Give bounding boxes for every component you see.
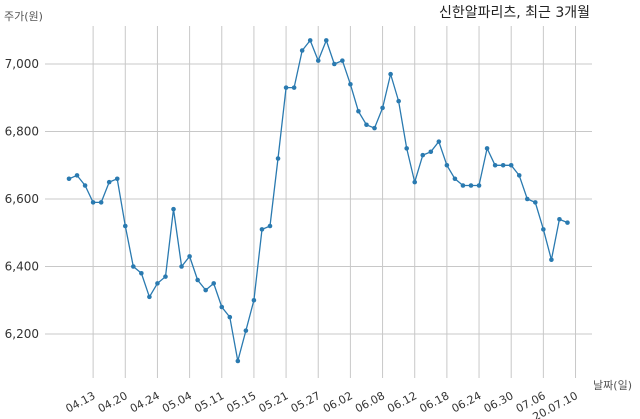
data-point [356,108,361,114]
data-point [412,179,418,185]
x-tick-label: 06.18 [417,389,451,415]
data-point [243,328,249,333]
x-tick-label: 04.13 [64,389,98,415]
data-point [332,61,337,67]
data-point [364,122,369,128]
x-tick-label: 05.15 [224,389,258,415]
data-point [163,274,168,279]
x-tick-labels: 04.1304.2004.2405.0405.1105.1505.2105.27… [64,389,580,419]
data-point [307,38,313,43]
data-point [516,173,522,178]
data-point [428,149,434,155]
data-point [82,183,88,188]
data-point [283,85,289,90]
data-point [291,85,297,90]
data-point [508,162,514,168]
data-point [122,223,128,229]
data-point [372,125,377,131]
data-point [444,162,450,168]
data-point [275,156,281,161]
data-point [235,358,241,364]
data-point [251,297,257,303]
data-point [106,179,112,185]
data-point [187,254,192,259]
data-point [524,196,530,202]
data-point [565,220,570,225]
data-point [147,294,152,300]
data-point [90,200,96,205]
grid-lines [45,26,592,378]
x-tick-label: 04.20 [96,389,130,415]
x-tick-label: 06.12 [385,389,419,415]
data-point [388,71,393,77]
data-point [484,146,490,151]
data-point [404,146,409,151]
y-tick-label: 7,000 [5,57,39,71]
data-point [114,176,120,182]
data-point [468,183,474,188]
x-tick-label: 05.04 [160,389,194,415]
x-tick-label: 05.21 [257,389,291,415]
y-tick-label: 6,400 [5,260,39,274]
data-point [219,304,225,310]
x-tick-label: 06.08 [353,389,387,415]
data-point [315,58,321,63]
data-point [436,139,442,144]
data-point [195,277,200,283]
x-axis-label: 날짜(일) [593,378,632,392]
data-point [155,281,160,286]
data-point [476,183,482,188]
data-point [420,152,426,158]
data-point [179,264,184,269]
data-point [452,176,458,182]
y-tick-labels: 6,200 6,400 6,600 6,800 7,000 [5,57,39,341]
data-point [299,48,305,53]
data-point [267,223,273,229]
x-tick-label: 06.30 [482,389,516,415]
x-tick-label: 06.02 [321,389,355,415]
y-tick-label: 6,800 [5,125,39,139]
data-point [396,98,401,104]
data-point [227,314,233,320]
data-point [557,216,562,222]
data-point [259,227,265,232]
data-point [340,58,345,63]
data-point [171,206,176,212]
data-point [131,264,136,269]
x-tick-label: 06.24 [450,389,484,415]
x-tick-label: 05.27 [289,389,323,415]
data-point [549,257,554,263]
data-point [500,162,506,168]
data-point [66,176,72,182]
data-point [460,183,466,188]
data-point [492,162,498,168]
data-point [98,200,104,205]
data-point [380,105,385,111]
data-point [323,38,329,43]
x-tick-label: 05.11 [192,389,226,415]
x-tick-label: 04.24 [128,389,162,415]
data-point [533,200,538,205]
data-point [541,227,546,232]
data-point [203,287,208,293]
data-point [211,281,217,286]
y-tick-label: 6,200 [5,327,39,341]
price-series [66,38,570,364]
data-point [348,81,353,87]
chart-title: 신한알파리츠, 최근 3개월 [439,5,590,21]
y-tick-label: 6,600 [5,192,39,206]
data-point [74,173,80,178]
data-point [139,270,144,276]
y-axis-label: 주가(원) [4,10,43,23]
